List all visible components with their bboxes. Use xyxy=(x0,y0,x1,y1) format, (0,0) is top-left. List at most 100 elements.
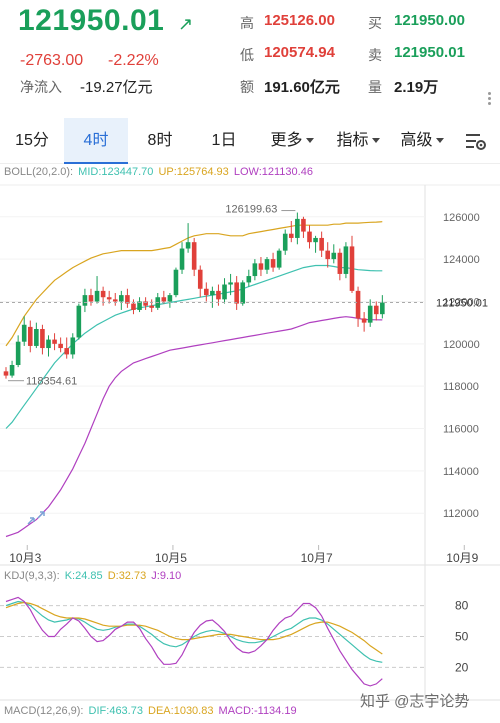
amount-label: 额 xyxy=(240,79,254,95)
low-label: 低 xyxy=(240,47,254,63)
kdj-line-d xyxy=(5,601,383,655)
kdj-legend[interactable]: KDJ(9,3,3): K:24.85 D:32.73 J:9.10 xyxy=(4,570,182,582)
expand-icon[interactable] xyxy=(27,511,45,525)
candle-body xyxy=(131,303,136,310)
min-annotation-label: 118354.61 xyxy=(26,376,77,388)
tab-4h[interactable]: 4时 xyxy=(64,118,128,164)
candle-body xyxy=(161,297,167,302)
netflow-value: -19.27亿元 xyxy=(80,79,153,96)
boll-line-up xyxy=(5,221,383,347)
candle-body xyxy=(125,295,130,304)
candle-body xyxy=(197,269,203,289)
candle-body xyxy=(70,337,76,355)
candle-body xyxy=(282,233,288,251)
candle-body xyxy=(185,242,191,249)
low-value: 120574.94 xyxy=(264,44,335,61)
interval-tabs: 15分 4时 8时 1日 更多 指标 高级 xyxy=(0,118,500,164)
watermark: 知乎 @志宇论势 xyxy=(360,693,470,710)
boll-legend[interactable]: BOLL(20,2.0): MID:123447.70 UP:125764.93… xyxy=(4,166,313,178)
y-tick-label: 118000 xyxy=(443,381,479,393)
kdj-line-k xyxy=(5,600,383,663)
y-tick-label: 114000 xyxy=(443,466,479,478)
candle-body xyxy=(149,305,154,308)
candle-body xyxy=(21,324,27,342)
tab-advanced[interactable]: 高级 xyxy=(390,118,454,164)
candle-body xyxy=(319,237,324,251)
candle-body xyxy=(112,299,118,302)
candle-body xyxy=(337,252,343,274)
candle-body xyxy=(210,290,215,296)
candle-body xyxy=(313,237,318,243)
y-tick-label: 112000 xyxy=(443,508,479,520)
candle-body xyxy=(343,246,349,274)
caret-down-icon xyxy=(305,138,314,144)
candle-body xyxy=(106,297,112,300)
candle-body xyxy=(349,246,355,291)
candle-body xyxy=(270,259,276,268)
candle-body xyxy=(167,295,173,302)
candle-body xyxy=(301,218,306,232)
candle-body xyxy=(307,231,312,243)
macd-legend[interactable]: MACD(12,26,9): DIF:463.73 DEA:1030.83 MA… xyxy=(4,705,297,717)
boll-line-low xyxy=(5,316,383,538)
volume-label: 量 xyxy=(368,79,382,95)
candle-body xyxy=(40,329,45,349)
y-tick-label: 120000 xyxy=(443,339,480,351)
candle-body xyxy=(119,295,124,302)
x-tick-label: 10月9 xyxy=(446,551,478,565)
price-change: -2763.00 xyxy=(20,52,84,69)
high-value: 125126.00 xyxy=(264,12,335,29)
candle-body xyxy=(252,263,258,277)
tab-more[interactable]: 更多 xyxy=(258,118,326,164)
candle-body xyxy=(82,295,88,306)
more-vertical-icon[interactable] xyxy=(488,92,492,106)
chart-settings-icon[interactable] xyxy=(456,118,496,164)
candle-body xyxy=(46,339,51,349)
arrow-up-right-icon: ↗ xyxy=(178,14,194,34)
candle-body xyxy=(240,282,246,304)
candle-body xyxy=(234,282,239,304)
last-price: 121950.01 xyxy=(18,4,165,37)
candle-body xyxy=(355,290,361,319)
candle-body xyxy=(258,263,264,270)
kdj-line-j xyxy=(5,596,383,687)
candle-body xyxy=(100,290,106,298)
ask-value: 121950.01 xyxy=(394,44,465,61)
candle-body xyxy=(276,250,282,268)
netflow-label: 净流入 xyxy=(20,79,62,95)
candle-body xyxy=(76,305,82,338)
tab-indicators[interactable]: 指标 xyxy=(326,118,390,164)
bid-label: 买 xyxy=(368,15,382,31)
tab-8h[interactable]: 8时 xyxy=(147,132,173,149)
candle-body xyxy=(264,259,270,270)
caret-down-icon xyxy=(371,138,380,144)
kdj-tick-label: 20 xyxy=(455,660,469,674)
quote-header: 121950.01 ↗ -2763.00 -2.22% 净流入 -19.27亿元… xyxy=(0,0,500,108)
tab-1d[interactable]: 1日 xyxy=(211,132,237,149)
candle-body xyxy=(64,348,69,355)
last-price-label: 121950.01 xyxy=(436,298,488,310)
candle-body xyxy=(179,248,185,270)
max-annotation-label: 126199.63 xyxy=(225,204,277,216)
y-tick-label: 116000 xyxy=(443,424,479,436)
candle-body xyxy=(173,269,179,296)
y-tick-label: 122000 xyxy=(443,296,480,308)
candle-body xyxy=(295,218,300,238)
tab-15m[interactable]: 15分 xyxy=(15,132,49,149)
candle-body xyxy=(228,282,233,285)
candle-body xyxy=(15,341,21,365)
kdj-tick-label: 80 xyxy=(455,599,469,613)
y-tick-label: 124000 xyxy=(443,254,480,266)
candle-body xyxy=(361,318,367,323)
ask-label: 卖 xyxy=(368,47,382,63)
y-tick-label: 126000 xyxy=(443,212,480,224)
x-tick-label: 10月5 xyxy=(155,551,187,565)
candle-body xyxy=(137,301,142,310)
caret-down-icon xyxy=(435,138,444,144)
x-tick-label: 10月7 xyxy=(301,551,333,565)
candle-body xyxy=(331,252,337,260)
candle-body xyxy=(380,302,385,315)
price-change-pct: -2.22% xyxy=(108,52,159,69)
candle-body xyxy=(246,276,252,283)
